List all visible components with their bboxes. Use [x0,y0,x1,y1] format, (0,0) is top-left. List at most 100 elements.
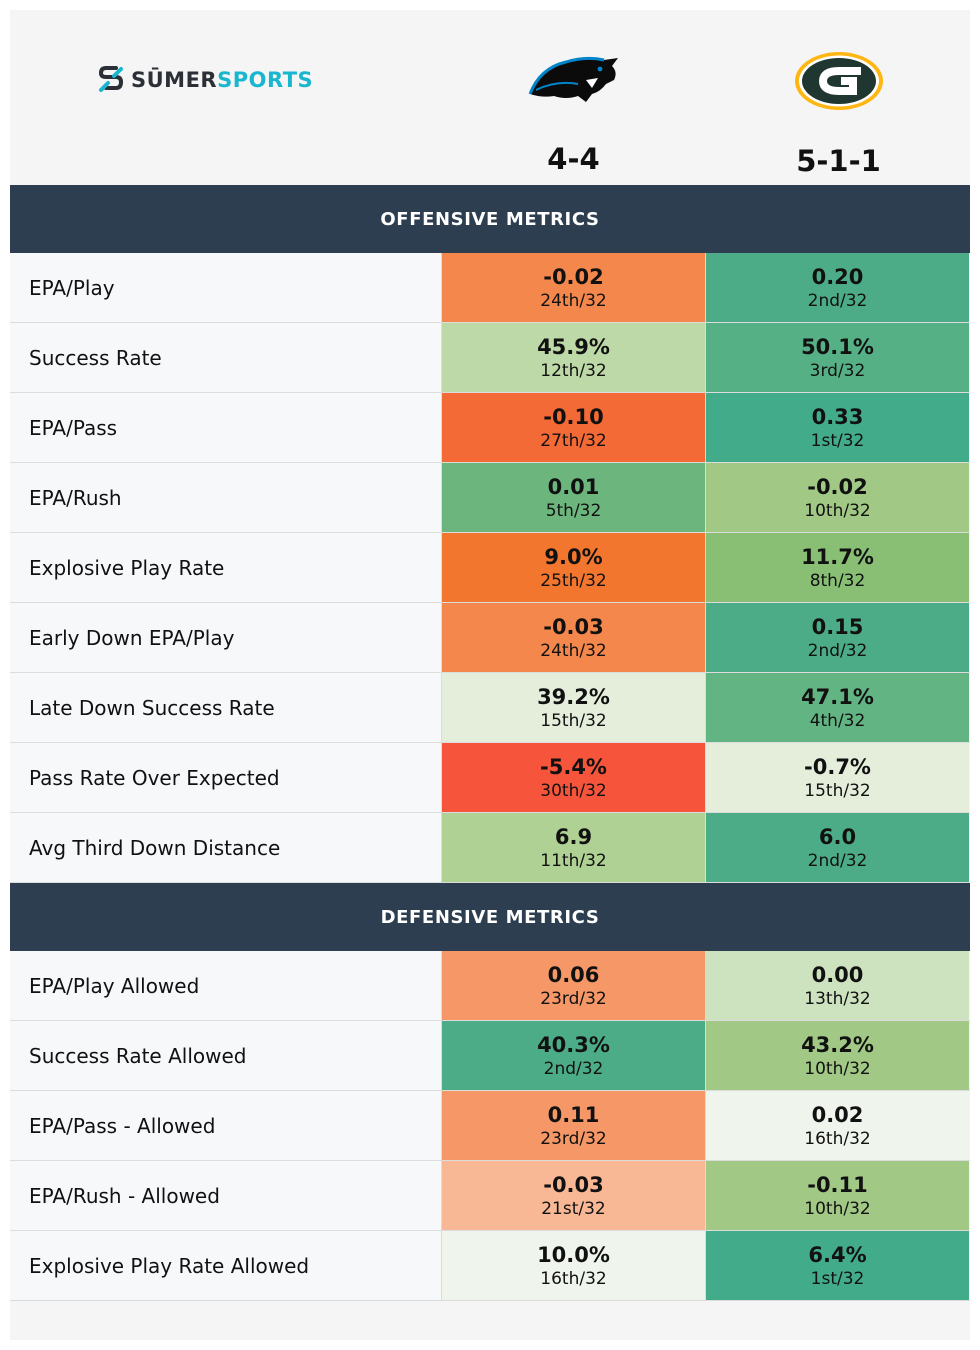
table-row: Success Rate Allowed 40.3% 2nd/32 43.2% 10th… [10,1021,970,1091]
team-a-rank: 15th/32 [540,710,607,731]
team-b-value: 47.1% [801,684,874,709]
team-a-rank: 25th/32 [540,570,607,591]
table-row: EPA/Pass - Allowed 0.11 23rd/32 0.02 16th/32 [10,1091,970,1161]
brand-name: SŪMERSPORTS [131,68,313,92]
table-row: Pass Rate Over Expected -5.4% 30th/32 -0.7%… [10,743,970,813]
team-a-rank: 11th/32 [540,850,607,871]
table-row: Early Down EPA/Play -0.03 24th/32 0.15 2nd/3… [10,603,970,673]
table-row: EPA/Rush - Allowed -0.03 21st/32 -0.11 10th/… [10,1161,970,1231]
metric-label: Explosive Play Rate Allowed [10,1231,442,1300]
table-row: Success Rate 45.9% 12th/32 50.1% 3rd/32 [10,323,970,393]
team-a-value: 39.2% [537,684,610,709]
team-b-rank: 10th/32 [804,500,871,521]
brand-name-part2: SPORTS [217,68,314,92]
team-b-value: 11.7% [801,544,874,569]
team-a-rank: 21st/32 [541,1198,606,1219]
team-b-cell: 6.0 2nd/32 [706,813,969,882]
team-a-cell: 39.2% 15th/32 [442,673,706,742]
team-b-value: 0.02 [811,1102,864,1127]
team-b-rank: 2nd/32 [807,290,868,311]
metric-label: Late Down Success Rate [10,673,442,742]
team-a-cell: -0.10 27th/32 [442,393,706,462]
metric-label: EPA/Rush [10,463,442,532]
metric-label: Avg Third Down Distance [10,813,442,882]
team-a-rank: 2nd/32 [543,1058,604,1079]
team-a-rank: 30th/32 [540,780,607,801]
metric-label: EPA/Rush - Allowed [10,1161,442,1230]
team-a-value: 0.01 [547,474,600,499]
comparison-card: SŪMERSPORTS 4-4 5-1-1 OFFENSIVE METRICS E… [10,10,970,1340]
team-b-cell: 0.33 1st/32 [706,393,969,462]
team-a-value: 6.9 [554,824,593,849]
table-row: Explosive Play Rate Allowed 10.0% 16th/32 6… [10,1231,970,1301]
team-a-value: 0.06 [547,962,600,987]
team-a-rank: 24th/32 [540,640,607,661]
team-b-cell: 43.2% 10th/32 [706,1021,969,1090]
sumer-logo-icon [98,66,123,92]
team-a-value: -0.03 [543,1172,604,1197]
team-b-rank: 10th/32 [804,1198,871,1219]
team-a-rank: 16th/32 [540,1268,607,1289]
metric-label: Success Rate Allowed [10,1021,442,1090]
team-a-cell: -0.03 24th/32 [442,603,706,672]
team-a-value: -5.4% [540,754,607,779]
table-row: Avg Third Down Distance 6.9 11th/32 6.0 2nd/… [10,813,970,883]
team-b-rank: 3rd/32 [809,360,866,381]
metric-label: Explosive Play Rate [10,533,442,602]
team-b-cell: -0.7% 15th/32 [706,743,969,812]
table-row: EPA/Rush 0.01 5th/32 -0.02 10th/32 [10,463,970,533]
section-header: DEFENSIVE METRICS [10,883,970,951]
team-a-rank: 12th/32 [540,360,607,381]
section-header: OFFENSIVE METRICS [10,185,970,253]
header: SŪMERSPORTS 4-4 5-1-1 [10,10,970,185]
team-a-value: 40.3% [537,1032,610,1057]
metric-label: EPA/Play [10,253,442,322]
team-a-cell: 9.0% 25th/32 [442,533,706,602]
team-b-cell: 11.7% 8th/32 [706,533,969,602]
team-b-header: 5-1-1 [707,50,970,178]
team-b-cell: 6.4% 1st/32 [706,1231,969,1300]
team-b-rank: 16th/32 [804,1128,871,1149]
team-b-value: 0.20 [811,264,864,289]
team-a-value: -0.03 [543,614,604,639]
team-a-rank: 23rd/32 [540,988,607,1009]
team-a-cell: -0.03 21st/32 [442,1161,706,1230]
team-b-value: 0.15 [811,614,864,639]
team-a-cell: 0.06 23rd/32 [442,951,706,1020]
team-b-rank: 10th/32 [804,1058,871,1079]
team-a-record: 4-4 [547,142,600,176]
team-a-value: 45.9% [537,334,610,359]
team-b-cell: 47.1% 4th/32 [706,673,969,742]
metric-label: Pass Rate Over Expected [10,743,442,812]
metric-label: EPA/Pass [10,393,442,462]
team-a-rank: 5th/32 [545,500,602,521]
team-b-cell: 0.02 16th/32 [706,1091,969,1160]
team-a-value: 10.0% [537,1242,610,1267]
table-row: EPA/Play Allowed 0.06 23rd/32 0.00 13th/32 [10,951,970,1021]
table-row: Explosive Play Rate 9.0% 25th/32 11.7% 8th/3… [10,533,970,603]
team-b-value: 0.00 [811,962,864,987]
team-b-cell: -0.11 10th/32 [706,1161,969,1230]
team-b-record: 5-1-1 [796,144,881,178]
team-a-value: 9.0% [544,544,603,569]
table-row: EPA/Play -0.02 24th/32 0.20 2nd/32 [10,253,970,323]
team-b-cell: 0.00 13th/32 [706,951,969,1020]
team-b-value: 43.2% [801,1032,874,1057]
team-b-cell: 0.15 2nd/32 [706,603,969,672]
team-b-rank: 2nd/32 [807,850,868,871]
team-b-cell: -0.02 10th/32 [706,463,969,532]
team-b-rank: 1st/32 [810,430,865,451]
table-row: Late Down Success Rate 39.2% 15th/32 47.1% 4… [10,673,970,743]
team-b-value: 0.33 [811,404,864,429]
team-b-rank: 2nd/32 [807,640,868,661]
metric-label: EPA/Play Allowed [10,951,442,1020]
team-a-cell: 0.01 5th/32 [442,463,706,532]
team-b-value: 50.1% [801,334,874,359]
metric-label: Success Rate [10,323,442,392]
team-a-value: 0.11 [547,1102,600,1127]
team-b-rank: 13th/32 [804,988,871,1009]
brand-name-part1: SŪMER [131,68,218,92]
team-b-value: -0.7% [804,754,871,779]
team-b-value: 6.0 [818,824,857,849]
team-a-value: -0.02 [543,264,604,289]
